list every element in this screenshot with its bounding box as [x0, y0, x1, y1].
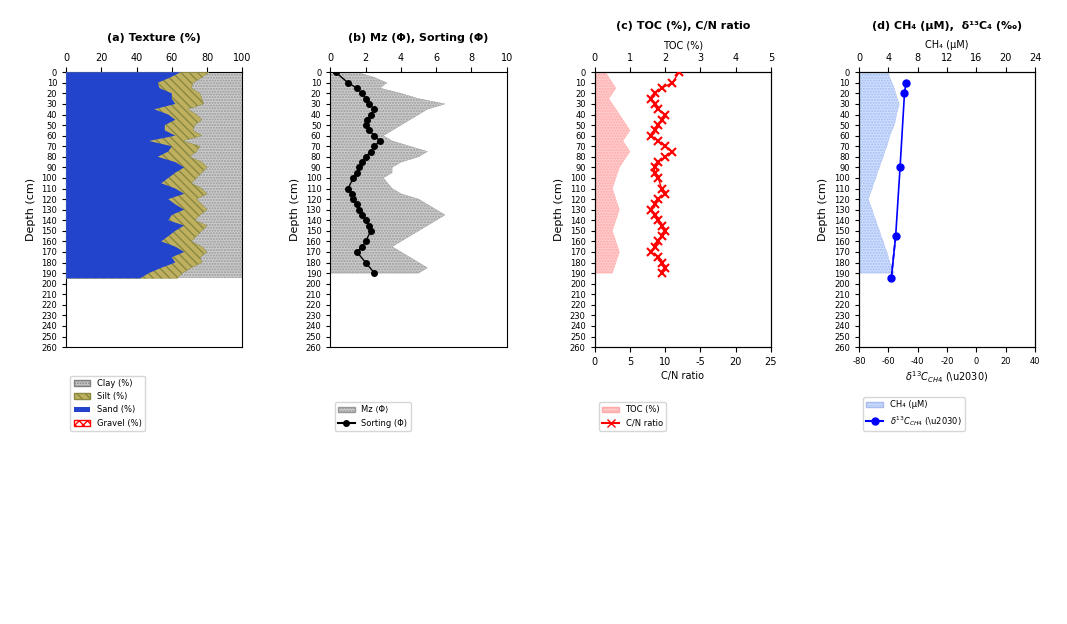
Title: (a) Texture (%): (a) Texture (%)	[108, 34, 202, 44]
Y-axis label: Depth (cm): Depth (cm)	[26, 178, 35, 241]
Y-axis label: Depth (cm): Depth (cm)	[290, 178, 300, 241]
Legend: Mz ⟨Φ⟩, Sorting (Φ): Mz ⟨Φ⟩, Sorting (Φ)	[335, 402, 411, 431]
X-axis label: $\delta^{13}C_{CH4}$ (\u2030): $\delta^{13}C_{CH4}$ (\u2030)	[906, 370, 989, 386]
X-axis label: TOC (%): TOC (%)	[663, 41, 703, 51]
Title: (b) Mz (Φ), Sorting (Φ): (b) Mz (Φ), Sorting (Φ)	[348, 34, 489, 44]
Legend: TOC (%), C/N ratio: TOC (%), C/N ratio	[599, 402, 666, 431]
Title: (c) TOC (%), C/N ratio: (c) TOC (%), C/N ratio	[616, 21, 750, 31]
Legend: CH₄ (μM), $\delta^{13}C_{CH4}$ (\u2030): CH₄ (μM), $\delta^{13}C_{CH4}$ (\u2030)	[863, 397, 965, 431]
Y-axis label: Depth (cm): Depth (cm)	[818, 178, 828, 241]
Title: (d) CH₄ (μM),  δ¹³C₄ (‰): (d) CH₄ (μM), δ¹³C₄ (‰)	[872, 21, 1022, 31]
X-axis label: C/N ratio: C/N ratio	[662, 371, 704, 381]
X-axis label: CH₄ (μM): CH₄ (μM)	[925, 41, 969, 51]
Legend: Clay (%), Silt (%), Sand (%), Gravel (%): Clay (%), Silt (%), Sand (%), Gravel (%)	[70, 376, 145, 431]
Y-axis label: Depth (cm): Depth (cm)	[554, 178, 564, 241]
